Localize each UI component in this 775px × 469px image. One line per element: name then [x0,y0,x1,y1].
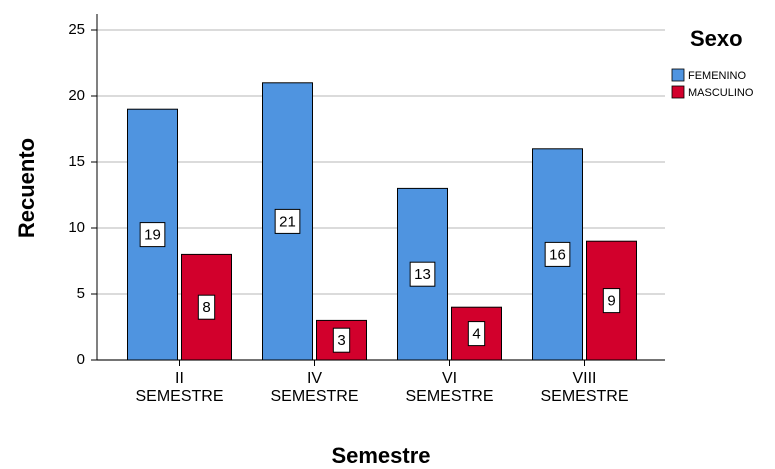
x-tick-label: II SEMESTRE [135,370,224,405]
legend-label: FEMENINO [688,70,747,82]
data-label-box [409,261,436,287]
x-tick-label: VI SEMESTRE [405,370,494,405]
data-label: 8 [202,299,210,316]
x-tick-label: VIII SEMESTRE [540,370,629,405]
y-tick-label: 10 [68,219,85,236]
data-label-box [467,321,486,347]
y-tick-label: 5 [77,285,85,302]
data-label: 4 [472,326,480,343]
x-axis-title: Semestre [331,443,430,468]
legend-swatch [671,85,685,99]
data-label: 21 [279,213,296,230]
legend-label: MASCULINO [688,87,754,99]
y-tick-label: 0 [77,351,85,368]
y-tick-label: 15 [68,153,85,170]
data-label-box [197,294,216,320]
data-label: 19 [144,227,161,244]
bar [532,148,583,361]
data-label: 13 [414,266,431,283]
data-label: 16 [549,246,566,263]
data-label-box [602,288,621,314]
data-label-box [139,222,166,248]
data-label-box [274,208,301,234]
x-tick-label: IV SEMESTRE [270,370,359,405]
y-tick-label: 25 [68,21,85,38]
data-label: 9 [607,293,615,310]
y-axis-title: Recuento [14,138,39,238]
legend-title: Sexo [690,26,743,51]
data-label: 3 [337,332,345,349]
y-tick-label: 20 [68,87,85,104]
legend-swatch [671,68,685,82]
data-label-box [332,327,351,353]
data-label-box [544,241,571,267]
